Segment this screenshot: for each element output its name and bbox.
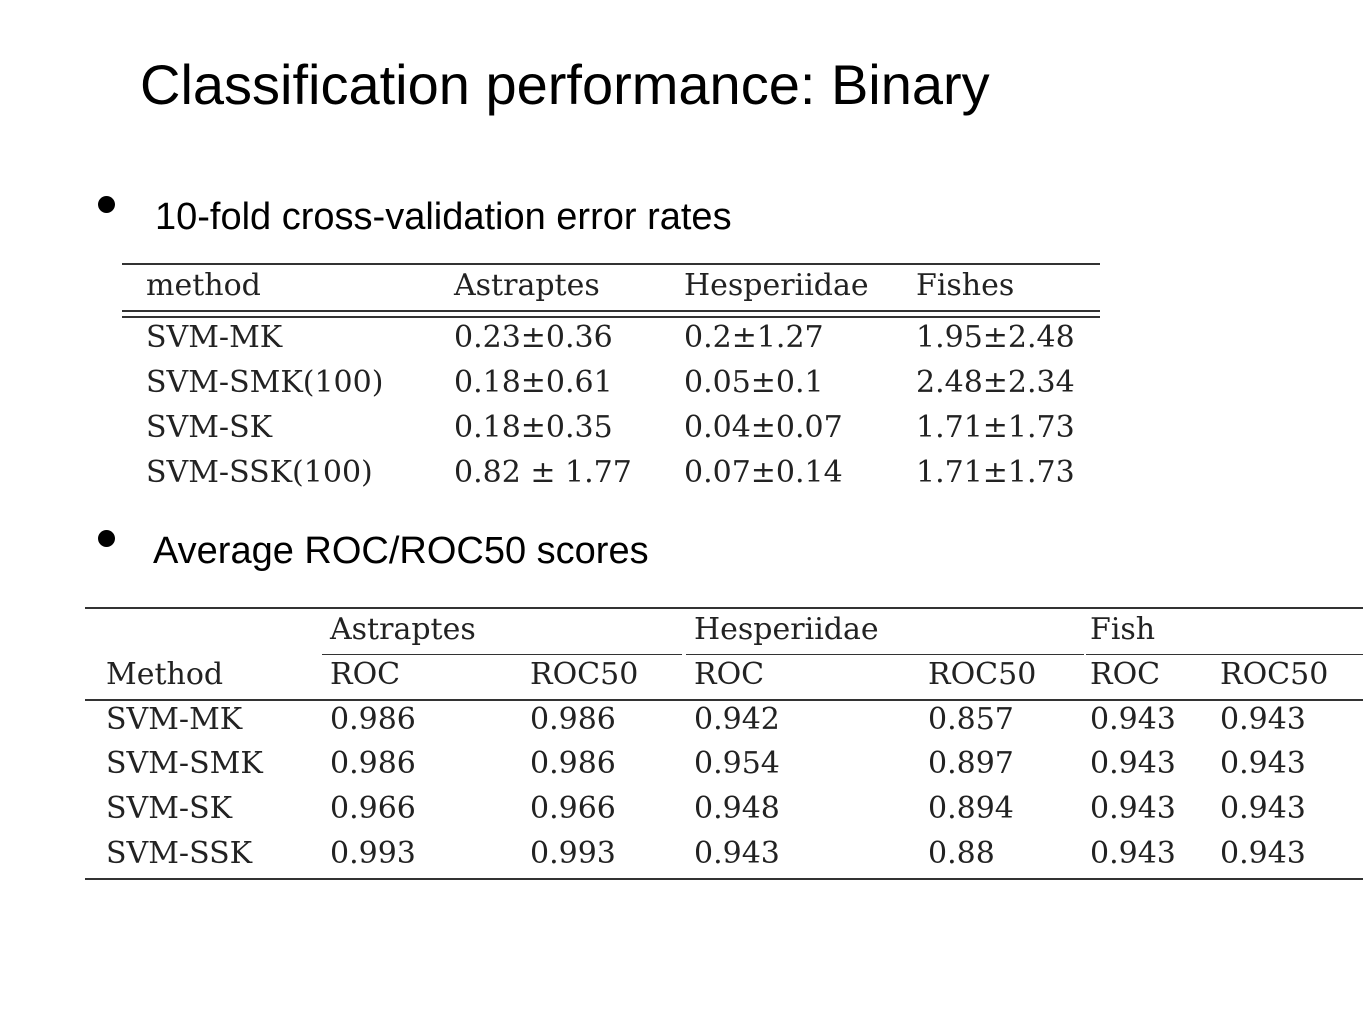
table-bottom-rule (85, 878, 1363, 880)
column-header: ROC50 (1220, 657, 1329, 692)
row-method: SVM-SMK (106, 746, 263, 781)
column-header: ROC (1090, 657, 1161, 692)
column-header: Method (106, 657, 224, 692)
table-top-rule (122, 263, 1100, 265)
table-cell: 0.942 (694, 702, 780, 737)
table-cell: 0.2±1.27 (684, 320, 824, 355)
group-rule-astraptes (322, 654, 682, 655)
table-cell: 0.07±0.14 (684, 455, 843, 490)
table-header-rule (122, 316, 1100, 318)
table-cell: 0.986 (330, 702, 416, 737)
table-cell: 0.857 (928, 702, 1014, 737)
column-header: Hesperiidae (684, 268, 869, 303)
row-method: SVM-MK (146, 320, 283, 355)
table-cell: 0.894 (928, 791, 1014, 826)
bullet-text: 10-fold cross-validation error rates (155, 196, 732, 238)
table-cell: 0.948 (694, 791, 780, 826)
table-cell: 0.943 (1090, 791, 1176, 826)
table-cell: 1.71±1.73 (916, 410, 1075, 445)
table-cell: 0.943 (694, 836, 780, 871)
column-header: ROC50 (530, 657, 639, 692)
table-cell: 0.04±0.07 (684, 410, 843, 445)
row-method: SVM-SMK(100) (146, 365, 384, 400)
table-cell: 0.943 (1090, 836, 1176, 871)
table-cell: 1.71±1.73 (916, 455, 1075, 490)
row-method: SVM-SK (146, 410, 273, 445)
table-cell: 0.966 (330, 791, 416, 826)
group-rule-fish (1086, 654, 1363, 655)
group-rule-hesperiidae (686, 654, 1084, 655)
table-cell: 0.88 (928, 836, 995, 871)
table-cell: 0.05±0.1 (684, 365, 824, 400)
column-header: ROC (694, 657, 765, 692)
table-cell: 0.18±0.61 (454, 365, 613, 400)
table-cell: 0.897 (928, 746, 1014, 781)
table-cell: 0.943 (1090, 746, 1176, 781)
table-cell: 0.986 (530, 746, 616, 781)
bullet-text: Average ROC/ROC50 scores (153, 530, 649, 572)
table-cell: 0.954 (694, 746, 780, 781)
table-cell: 0.82 ± 1.77 (454, 455, 632, 490)
table-cell: 0.943 (1220, 746, 1306, 781)
table-top-rule (85, 607, 1363, 609)
row-method: SVM-SK (106, 791, 233, 826)
table-cell: 0.18±0.35 (454, 410, 613, 445)
column-header: Astraptes (454, 268, 600, 303)
table-cell: 2.48±2.34 (916, 365, 1075, 400)
table-cell: 0.23±0.36 (454, 320, 613, 355)
table-cell: 0.986 (530, 702, 616, 737)
column-header: Fishes (916, 268, 1015, 303)
group-header: Fish (1090, 612, 1156, 647)
table-cell: 0.943 (1090, 702, 1176, 737)
table-cell: 0.993 (530, 836, 616, 871)
table-header-rule (85, 699, 1363, 701)
table-cell: 1.95±2.48 (916, 320, 1075, 355)
table-cell: 0.943 (1220, 791, 1306, 826)
column-header: method (146, 268, 261, 303)
bullet-dot-icon (98, 530, 115, 547)
table-cell: 0.943 (1220, 836, 1306, 871)
table-header-rule (122, 310, 1100, 312)
slide-title: Classification performance: Binary (140, 53, 990, 116)
table-cell: 0.943 (1220, 702, 1306, 737)
row-method: SVM-SSK (106, 836, 253, 871)
table-cell: 0.993 (330, 836, 416, 871)
table-cell: 0.986 (330, 746, 416, 781)
row-method: SVM-MK (106, 702, 243, 737)
group-header: Astraptes (330, 612, 476, 647)
column-header: ROC (330, 657, 401, 692)
table-cell: 0.966 (530, 791, 616, 826)
bullet-dot-icon (98, 196, 115, 213)
group-header: Hesperiidae (694, 612, 879, 647)
row-method: SVM-SSK(100) (146, 455, 373, 490)
column-header: ROC50 (928, 657, 1037, 692)
